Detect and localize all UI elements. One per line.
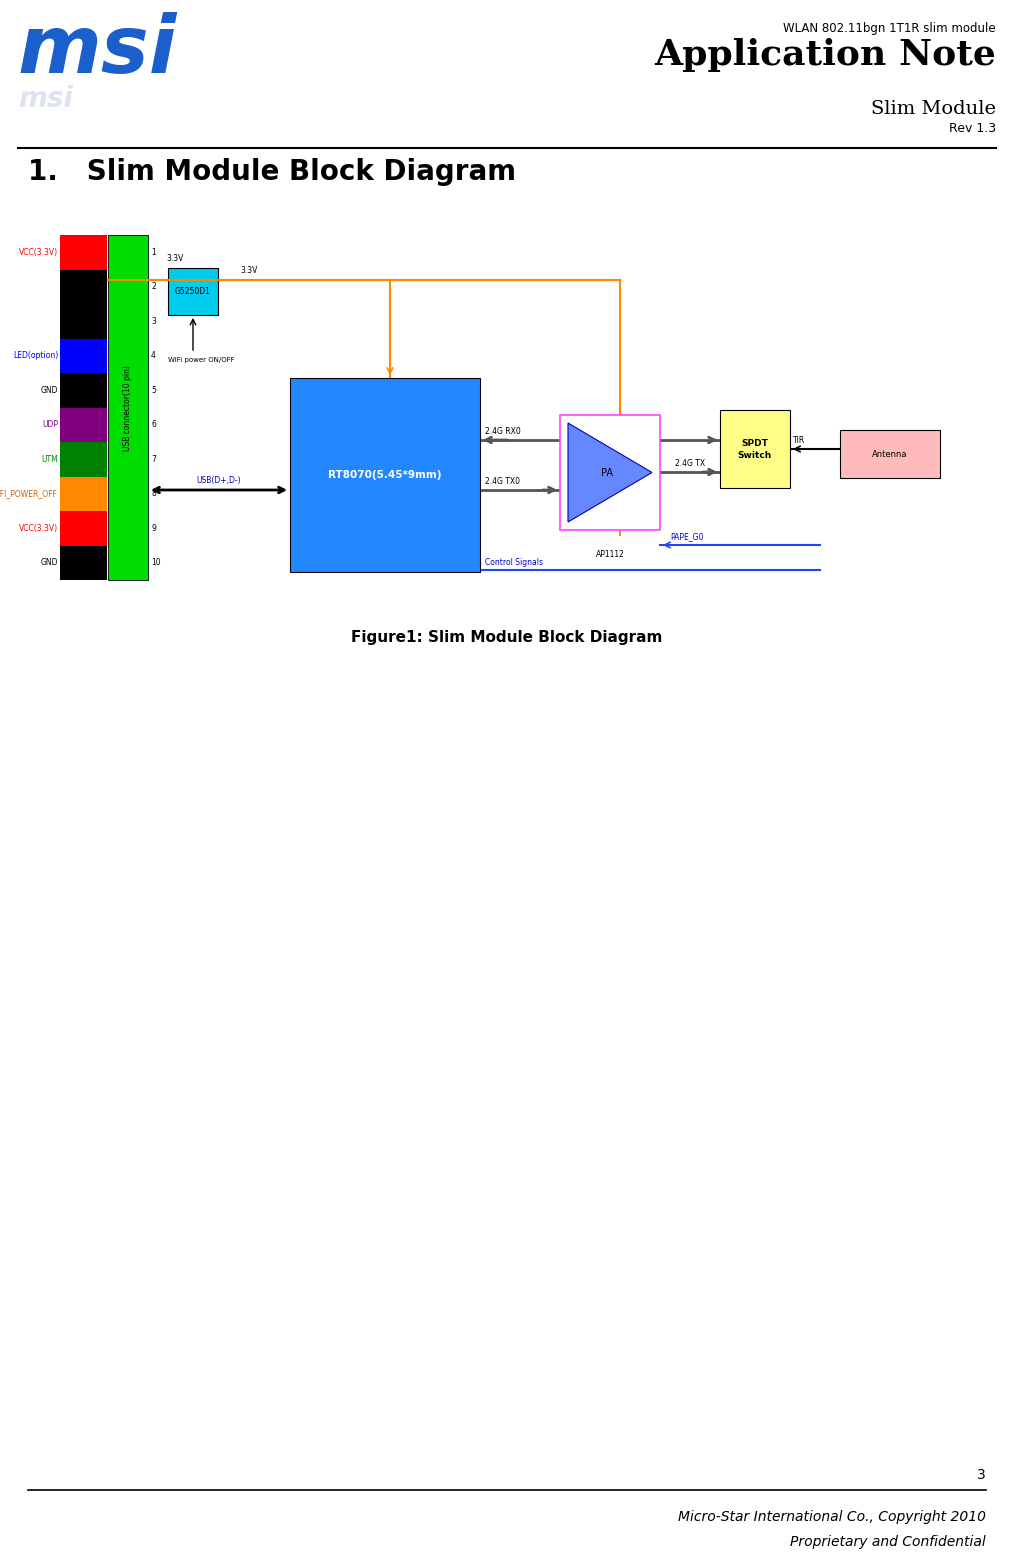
Text: 9: 9 — [151, 523, 156, 532]
Bar — [60, 374, 107, 408]
Text: Figure1: Slim Module Block Diagram: Figure1: Slim Module Block Diagram — [351, 631, 663, 645]
Text: Application Note: Application Note — [654, 37, 996, 72]
Bar — [60, 511, 107, 545]
Text: SPDT: SPDT — [741, 439, 769, 447]
Text: Micro-Star International Co., Copyright 2010: Micro-Star International Co., Copyright … — [678, 1510, 986, 1524]
Bar — [108, 235, 148, 581]
Text: WIFI_POWER_OFF: WIFI_POWER_OFF — [0, 489, 58, 498]
Text: TIR: TIR — [793, 436, 805, 445]
Text: 4: 4 — [151, 352, 156, 360]
Text: 7: 7 — [151, 455, 156, 464]
Bar — [60, 476, 107, 511]
Text: 2.4G TX: 2.4G TX — [675, 459, 705, 469]
Bar — [60, 545, 107, 581]
Bar — [60, 304, 107, 338]
Text: UTM: UTM — [42, 455, 58, 464]
Bar — [840, 430, 940, 478]
Text: Switch: Switch — [738, 450, 772, 459]
Text: 1: 1 — [151, 248, 156, 257]
Bar — [60, 408, 107, 442]
Bar — [60, 235, 107, 269]
Text: 1.   Slim Module Block Diagram: 1. Slim Module Block Diagram — [28, 157, 516, 185]
Text: 2.4G TX0: 2.4G TX0 — [485, 476, 520, 486]
Text: WiFi power ON/OFF: WiFi power ON/OFF — [168, 357, 234, 363]
Text: 3: 3 — [151, 316, 156, 325]
Text: Proprietary and Confidential: Proprietary and Confidential — [790, 1535, 986, 1549]
Text: 6: 6 — [151, 420, 156, 430]
Text: 3.3V: 3.3V — [166, 254, 184, 263]
Text: GND: GND — [41, 386, 58, 395]
Text: 10: 10 — [151, 559, 160, 567]
Text: USB connector(10 pin): USB connector(10 pin) — [124, 364, 133, 450]
Text: AP1112: AP1112 — [595, 550, 625, 559]
Bar — [560, 416, 660, 529]
Bar — [168, 268, 218, 315]
Text: Slim Module: Slim Module — [871, 100, 996, 118]
Text: GND: GND — [41, 559, 58, 567]
Text: Control Signals: Control Signals — [485, 557, 544, 567]
Text: 5: 5 — [151, 386, 156, 395]
Polygon shape — [568, 424, 652, 522]
Text: WLAN 802.11bgn 1T1R slim module: WLAN 802.11bgn 1T1R slim module — [784, 22, 996, 34]
Bar — [290, 378, 480, 571]
Bar — [720, 409, 790, 487]
Text: VCC(3.3V): VCC(3.3V) — [19, 523, 58, 532]
Text: 2.4G RX0: 2.4G RX0 — [485, 427, 521, 436]
Text: msi: msi — [18, 86, 73, 114]
Text: PAPE_G0: PAPE_G0 — [670, 532, 704, 540]
Text: LED(option): LED(option) — [13, 352, 58, 360]
Text: 3: 3 — [977, 1468, 986, 1482]
Text: Antenna: Antenna — [872, 450, 908, 458]
Text: G5250D1: G5250D1 — [175, 286, 211, 296]
Bar — [60, 338, 107, 374]
Text: 3.3V: 3.3V — [240, 266, 258, 276]
Text: UDP: UDP — [42, 420, 58, 430]
Text: msi: msi — [18, 12, 177, 90]
Text: USB(D+,D-): USB(D+,D-) — [197, 476, 241, 484]
Text: 8: 8 — [151, 489, 156, 498]
Text: Rev 1.3: Rev 1.3 — [949, 121, 996, 135]
Text: VCC(3.3V): VCC(3.3V) — [19, 248, 58, 257]
Text: 2: 2 — [151, 282, 156, 291]
Text: PA: PA — [601, 467, 613, 478]
Text: RT8070(5.45*9mm): RT8070(5.45*9mm) — [329, 470, 442, 480]
Bar — [60, 442, 107, 476]
Bar — [60, 269, 107, 304]
